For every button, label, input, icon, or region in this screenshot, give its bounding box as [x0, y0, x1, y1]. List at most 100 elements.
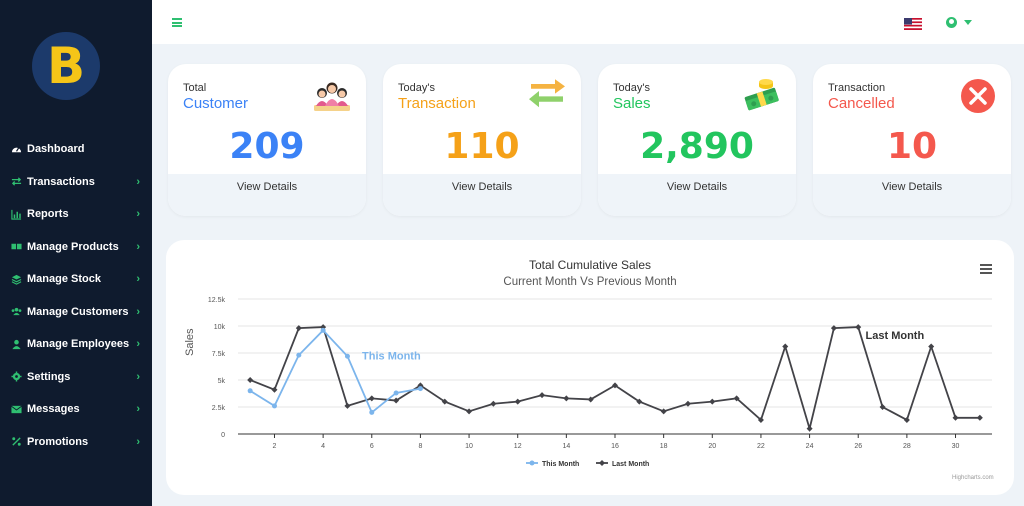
chevron-right-icon: ›	[136, 370, 140, 383]
x-tick-label: 22	[757, 443, 765, 450]
view-details-link[interactable]: View Details	[451, 181, 513, 193]
data-point	[879, 404, 886, 410]
card-subtitle: Today's	[613, 82, 650, 94]
sidebar-item-manage-customers[interactable]: Manage Customers ›	[0, 296, 152, 329]
x-tick-label: 14	[562, 443, 570, 450]
sidebar-item-label: Transactions	[27, 175, 95, 188]
chevron-right-icon: ›	[136, 338, 140, 351]
sidebar-item-reports[interactable]: Reports ›	[0, 198, 152, 231]
gear-icon	[10, 371, 22, 383]
card-value: 110	[444, 126, 520, 167]
data-point	[344, 353, 350, 359]
chevron-right-icon: ›	[136, 403, 140, 416]
caret-down-icon	[964, 20, 972, 25]
sidebar-item-promotions[interactable]: Promotions ›	[0, 426, 152, 459]
x-tick-label: 28	[903, 443, 911, 450]
data-point	[587, 396, 594, 403]
data-point	[344, 402, 351, 409]
brand-logo[interactable]: B	[32, 32, 100, 100]
sidebar-item-label: Manage Stock	[27, 273, 101, 286]
data-point	[320, 327, 326, 333]
data-point	[757, 416, 764, 423]
data-point	[709, 398, 716, 405]
series-label-this-month: This Month	[362, 350, 421, 362]
chart-credit[interactable]: Highcharts.com	[952, 475, 994, 481]
customers-icon	[312, 78, 352, 114]
sidebar-item-settings[interactable]: Settings ›	[0, 361, 152, 394]
series-line-last-month	[249, 326, 980, 433]
sidebar-item-label: Manage Employees	[27, 338, 130, 351]
sidebar-item-manage-products[interactable]: Manage Products ›	[0, 231, 152, 264]
y-tick-label: 12.5k	[208, 297, 226, 304]
layers-icon	[10, 273, 22, 285]
view-details-link[interactable]: View Details	[881, 181, 943, 193]
sidebar-item-label: Manage Products	[27, 240, 119, 253]
chevron-right-icon: ›	[136, 240, 140, 253]
data-point	[782, 343, 789, 350]
y-tick-label: 7.5k	[212, 351, 226, 358]
user-circle-icon	[946, 17, 957, 28]
data-point	[271, 386, 278, 393]
sidebar-item-transactions[interactable]: Transactions ›	[0, 166, 152, 199]
us-flag-icon[interactable]	[904, 17, 922, 30]
exchange-arrows-icon	[527, 78, 567, 114]
hamburger-icon[interactable]	[172, 18, 182, 27]
legend-item-label: This Month	[542, 461, 579, 468]
x-tick-label: 20	[708, 443, 716, 450]
card-subtitle: Total	[183, 82, 207, 94]
y-tick-label: 5k	[218, 378, 226, 385]
x-tick-label: 12	[514, 443, 522, 450]
x-tick-label: 26	[854, 443, 862, 450]
money-icon	[742, 78, 782, 114]
chart-title: Total Cumulative Sales	[528, 258, 652, 272]
stat-card-cancelled: Transaction Cancelled 10 View Details	[813, 64, 1011, 216]
user-menu[interactable]	[946, 17, 972, 28]
series-line-this-month	[249, 329, 421, 414]
sidebar-item-label: Reports	[27, 208, 69, 221]
data-point	[393, 397, 400, 404]
card-subtitle: Transaction	[828, 82, 886, 94]
data-point	[368, 395, 375, 402]
card-subtitle: Today's	[398, 82, 435, 94]
x-tick-label: 16	[611, 443, 619, 450]
x-tick-label: 6	[370, 443, 374, 450]
card-value: 10	[886, 126, 938, 167]
series-label-last-month: Last Month	[866, 330, 925, 342]
exchange-icon	[10, 176, 22, 188]
data-point	[417, 386, 423, 392]
cancel-icon	[957, 78, 997, 114]
sidebar-item-dashboard[interactable]: Dashboard	[0, 133, 152, 166]
card-heading: Cancelled	[828, 95, 895, 112]
view-details-link[interactable]: View Details	[236, 181, 298, 193]
sidebar: B Dashboard Transactions › Reports › Man…	[0, 0, 152, 506]
data-point	[806, 425, 813, 432]
bar-chart-icon	[10, 208, 22, 220]
data-point	[247, 377, 254, 383]
x-tick-label: 24	[806, 443, 814, 450]
data-point	[320, 324, 327, 331]
sidebar-item-label: Manage Customers	[27, 305, 129, 318]
data-point	[976, 414, 983, 421]
x-tick-label: 8	[418, 443, 422, 450]
data-point	[952, 414, 959, 421]
chevron-right-icon: ›	[136, 208, 140, 221]
card-heading: Sales	[613, 95, 651, 112]
sidebar-item-label: Settings	[27, 370, 71, 383]
data-point	[928, 343, 935, 350]
data-point	[369, 409, 375, 415]
sidebar-item-messages[interactable]: Messages ›	[0, 393, 152, 426]
sidebar-item-manage-employees[interactable]: Manage Employees ›	[0, 328, 152, 361]
legend-item-label: Last Month	[612, 461, 649, 468]
x-tick-label: 18	[660, 443, 668, 450]
sidebar-item-manage-stock[interactable]: Manage Stock ›	[0, 263, 152, 296]
y-tick-label: 0	[221, 432, 225, 439]
data-point	[490, 400, 497, 407]
data-point	[441, 398, 448, 405]
chart-menu-icon[interactable]	[980, 264, 992, 274]
data-point	[660, 408, 667, 415]
chart-subtitle: Current Month Vs Previous Month	[503, 276, 677, 288]
sidebar-item-label: Dashboard	[27, 143, 85, 156]
view-details-link[interactable]: View Details	[666, 181, 728, 193]
stat-card-transactions: Today's Transaction 110 View Details	[383, 64, 581, 216]
